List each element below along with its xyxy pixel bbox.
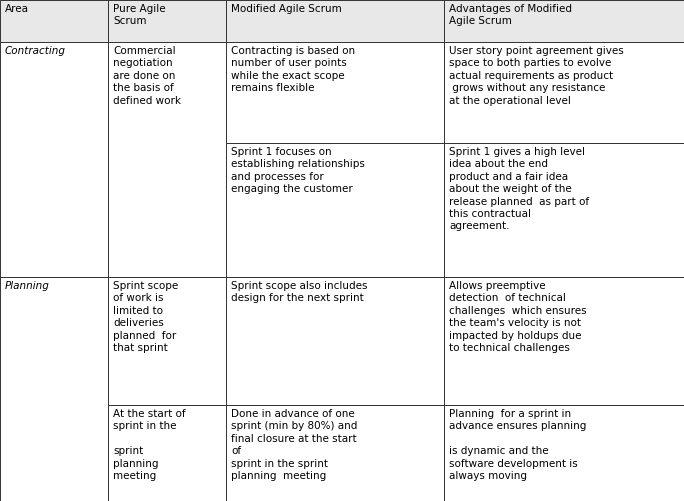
- Bar: [108, 0, 226, 42]
- Bar: [108, 42, 226, 277]
- Text: Area: Area: [5, 4, 29, 14]
- Text: Modified Agile Scrum: Modified Agile Scrum: [231, 4, 342, 14]
- Text: Planning: Planning: [5, 281, 50, 291]
- Bar: [444, 143, 684, 277]
- Bar: [226, 42, 444, 143]
- Bar: [226, 405, 444, 501]
- Bar: [444, 0, 684, 42]
- Bar: [108, 277, 226, 405]
- Bar: [0, 42, 108, 277]
- Bar: [108, 405, 226, 501]
- Text: At the start of
sprint in the

sprint
planning
meeting: At the start of sprint in the sprint pla…: [113, 409, 185, 481]
- Text: Pure Agile
Scrum: Pure Agile Scrum: [113, 4, 166, 27]
- Bar: [444, 42, 684, 143]
- Bar: [226, 143, 444, 277]
- Text: Commercial
negotiation
are done on
the basis of
defined work: Commercial negotiation are done on the b…: [113, 46, 181, 106]
- Text: Sprint scope also includes
design for the next sprint: Sprint scope also includes design for th…: [231, 281, 367, 304]
- Text: Contracting: Contracting: [5, 46, 66, 56]
- Text: Contracting is based on
number of user points
while the exact scope
remains flex: Contracting is based on number of user p…: [231, 46, 355, 93]
- Text: Planning  for a sprint in
advance ensures planning

is dynamic and the
software : Planning for a sprint in advance ensures…: [449, 409, 586, 481]
- Bar: [0, 0, 108, 42]
- Text: Allows preemptive
detection  of technical
challenges  which ensures
the team's v: Allows preemptive detection of technical…: [449, 281, 587, 353]
- Text: Sprint 1 focuses on
establishing relationships
and processes for
engaging the cu: Sprint 1 focuses on establishing relatio…: [231, 147, 365, 194]
- Bar: [444, 277, 684, 405]
- Text: Advantages of Modified
Agile Scrum: Advantages of Modified Agile Scrum: [449, 4, 572, 27]
- Text: Sprint scope
of work is
limited to
deliveries
planned  for
that sprint: Sprint scope of work is limited to deliv…: [113, 281, 179, 353]
- Text: User story point agreement gives
space to both parties to evolve
actual requirem: User story point agreement gives space t…: [449, 46, 624, 106]
- Text: Sprint 1 gives a high level
idea about the end
product and a fair idea
about the: Sprint 1 gives a high level idea about t…: [449, 147, 589, 231]
- Bar: [226, 277, 444, 405]
- Text: Done in advance of one
sprint (min by 80%) and
final closure at the start
of
spr: Done in advance of one sprint (min by 80…: [231, 409, 357, 481]
- Bar: [444, 405, 684, 501]
- Bar: [226, 0, 444, 42]
- Bar: [0, 277, 108, 501]
